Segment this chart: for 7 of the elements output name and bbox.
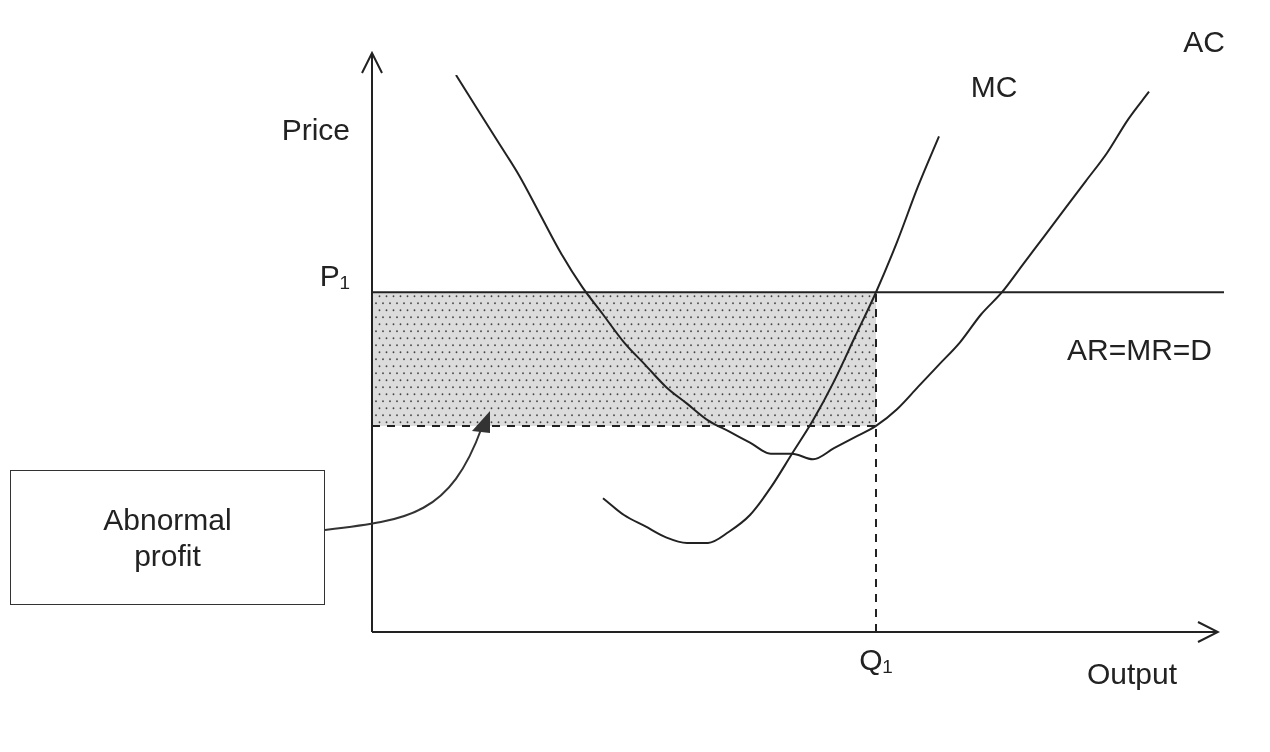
series-label: AC — [1183, 24, 1225, 58]
series-label: MC — [970, 69, 1018, 103]
x-axis-title: Output — [1086, 657, 1178, 691]
y-axis-title: Price — [281, 113, 350, 147]
text: Q₁ — [859, 643, 893, 677]
text: P₁ — [319, 259, 350, 293]
ref-line-label: AR=MR=D — [1066, 333, 1212, 367]
